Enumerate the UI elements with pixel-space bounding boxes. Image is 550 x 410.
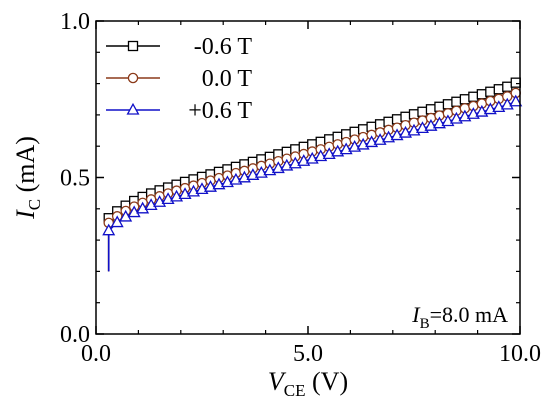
data-point [408,109,420,120]
data-point [509,94,523,107]
data-point [476,89,487,100]
legend: -0.6 T 0.0 T +0.6 T [106,34,252,124]
x-tick-label: 10.0 [499,341,541,367]
data-point [391,114,403,125]
y-axis-label-main: I [11,209,40,220]
data-point [510,77,521,88]
legend-marker [126,102,140,115]
x-axis-label-unit: (V) [306,367,349,396]
data-point [136,201,150,214]
data-point [144,198,158,211]
x-axis-label-main: V [268,367,287,396]
annotation-ib: IB=8.0 mA [411,302,508,332]
legend-label: +0.6 T [188,98,252,124]
series-layer [102,77,523,272]
x-tick-label: 5.0 [293,341,323,367]
x-axis-label-sub: CE [284,381,306,400]
data-point [468,91,479,102]
y-axis-label-unit: (mA) [11,136,40,199]
annotation-main: I [411,302,421,327]
data-point [400,111,411,122]
data-point [451,96,462,107]
data-point [485,86,496,97]
data-point [127,205,141,218]
data-point [110,215,124,228]
legend-entry: 0.0 T [106,66,252,92]
legend-marker [127,72,139,84]
plot-frame [95,20,521,335]
data-point [442,99,454,110]
data-point [434,101,445,112]
data-point [102,223,116,236]
y-tick-label: 1.0 [60,9,90,35]
data-point [425,104,437,115]
data-point [502,81,513,92]
data-point [417,106,428,117]
x-axis-label: VCE (V) [268,367,348,400]
y-tick-label: 0.5 [60,166,90,192]
legend-marker [127,40,139,52]
data-point [459,94,471,105]
y-axis-label: IC (mA) [11,136,44,220]
annotation-sub: B [420,316,430,332]
x-tick-label: 0.0 [81,341,111,367]
data-point [500,97,514,110]
ticks-layer: 0.0 5.0 10.0 0.0 0.5 1.0 [60,9,541,367]
annotation-rest: =8.0 mA [430,302,509,327]
data-point [493,84,504,95]
legend-entry: +0.6 T [106,98,252,124]
y-axis-label-sub: C [25,199,44,210]
legend-entry: -0.6 T [106,34,252,60]
series-3 [102,94,523,272]
y-tick-label: 0.0 [60,322,90,348]
legend-label: -0.6 T [194,34,253,60]
legend-label: 0.0 T [202,66,253,92]
